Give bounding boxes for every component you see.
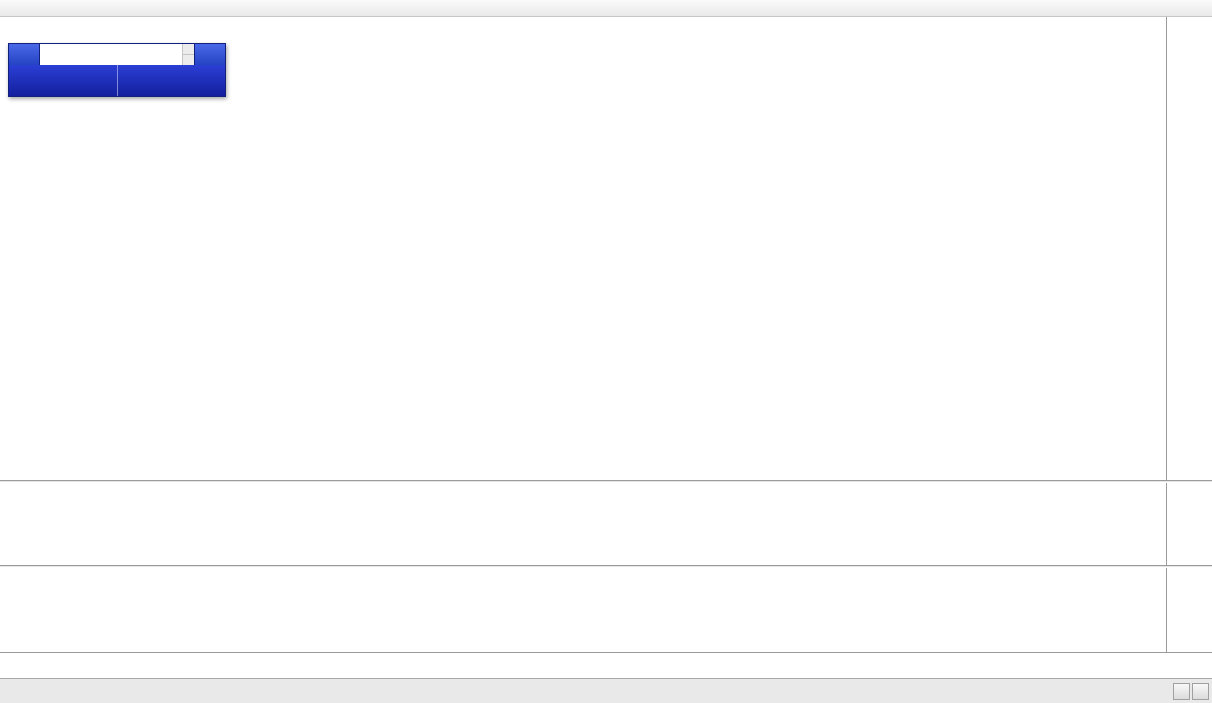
price-divider bbox=[116, 65, 118, 96]
ask-price-button[interactable] bbox=[118, 65, 226, 96]
order-controls-row bbox=[9, 44, 225, 65]
buy-button[interactable] bbox=[195, 44, 225, 65]
tab-scroll-controls bbox=[1173, 683, 1212, 703]
bid-ask-row bbox=[9, 65, 225, 96]
volume-decrease-button[interactable] bbox=[183, 54, 194, 65]
volume-spinner bbox=[182, 44, 194, 65]
tab-scroll-left-icon[interactable] bbox=[1173, 683, 1190, 700]
rsi-pane-canvas[interactable] bbox=[0, 568, 1166, 652]
tab-scroll-right-icon[interactable] bbox=[1192, 683, 1209, 700]
volume-field bbox=[39, 44, 195, 65]
time-axis bbox=[0, 652, 1212, 678]
one-click-trading-widget bbox=[8, 43, 226, 97]
timeframe-toolbar bbox=[0, 0, 1212, 17]
macd-pane-canvas[interactable] bbox=[0, 483, 1166, 565]
chart-tab-bar bbox=[0, 678, 1212, 703]
pane-splitter[interactable] bbox=[0, 565, 1212, 568]
chart-window bbox=[0, 17, 1212, 678]
price-axis-border bbox=[1166, 17, 1167, 652]
volume-increase-button[interactable] bbox=[183, 44, 194, 54]
pane-splitter[interactable] bbox=[0, 480, 1212, 483]
bid-price-button[interactable] bbox=[9, 65, 117, 96]
tab-strip bbox=[0, 679, 3, 703]
sell-button[interactable] bbox=[9, 44, 39, 65]
volume-input[interactable] bbox=[40, 44, 182, 65]
price-axis bbox=[1167, 17, 1212, 652]
